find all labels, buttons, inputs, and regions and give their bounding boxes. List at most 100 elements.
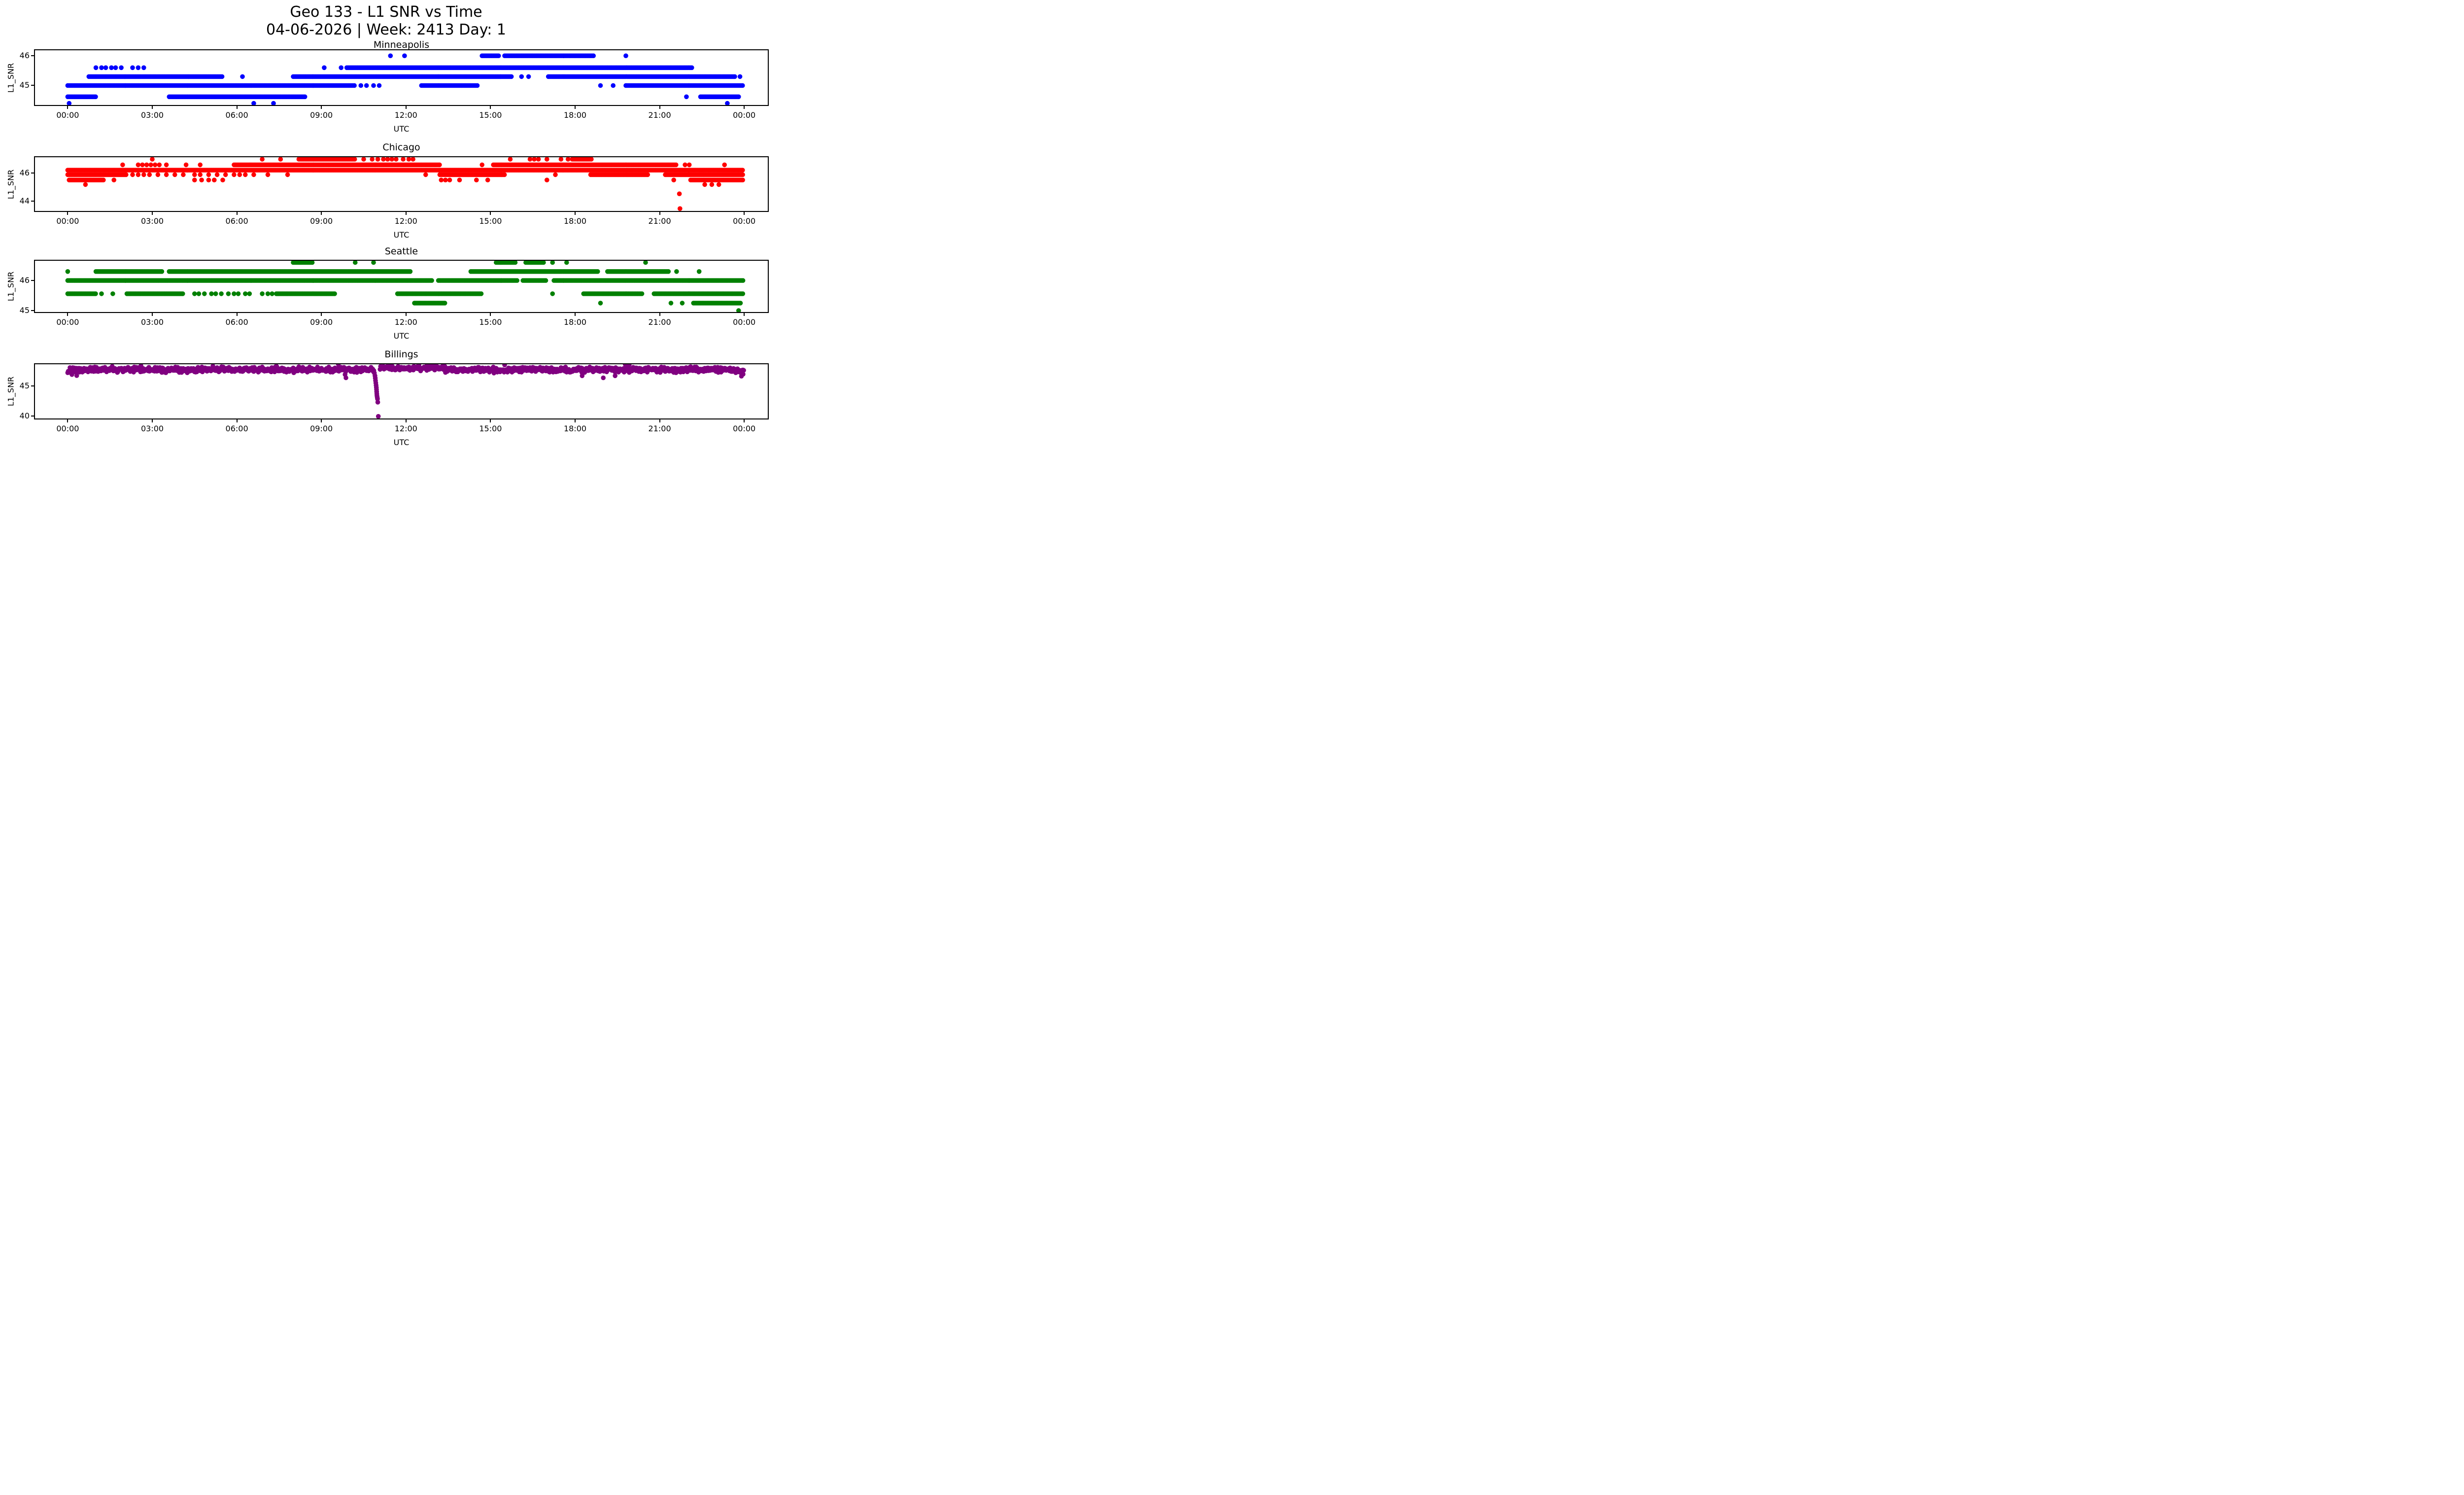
x-tick-mark: [236, 212, 238, 215]
x-tick-mark: [152, 419, 153, 422]
x-tick-mark: [236, 313, 238, 316]
x-tick-label: 12:00: [394, 216, 417, 226]
y-tick-mark: [31, 310, 34, 312]
y-tick-label: 45: [19, 381, 30, 390]
y-tick-mark: [31, 280, 34, 281]
x-tick-mark: [659, 419, 660, 422]
y-tick-mark: [31, 201, 34, 202]
x-tick-label: 06:00: [225, 424, 248, 433]
x-tick-mark: [744, 313, 745, 316]
x-tick-label: 00:00: [733, 317, 756, 327]
x-tick-label: 15:00: [479, 216, 502, 226]
x-tick-label: 03:00: [140, 317, 164, 327]
scatter-canvas-seattle: [65, 261, 746, 312]
x-tick-mark: [659, 106, 660, 109]
axes-frame: [34, 260, 769, 313]
subplot-title: Minneapolis: [373, 39, 430, 50]
x-tick-label: 12:00: [394, 110, 417, 120]
subplot-title: Seattle: [384, 246, 418, 257]
x-tick-label: 15:00: [479, 424, 502, 433]
x-tick-label: 18:00: [563, 216, 587, 226]
x-tick-label: 06:00: [225, 110, 248, 120]
x-tick-mark: [405, 212, 407, 215]
x-tick-mark: [744, 106, 745, 109]
x-tick-mark: [490, 212, 491, 215]
y-tick-mark: [31, 416, 34, 417]
y-tick-label: 46: [19, 51, 30, 61]
x-tick-mark: [405, 313, 407, 316]
x-tick-label: 21:00: [648, 110, 671, 120]
x-tick-label: 03:00: [140, 424, 164, 433]
x-tick-label: 00:00: [56, 216, 79, 226]
y-tick-label: 46: [19, 276, 30, 285]
y-tick-mark: [31, 85, 34, 86]
x-tick-mark: [67, 313, 68, 316]
x-tick-label: 18:00: [563, 317, 587, 327]
x-tick-label: 12:00: [394, 424, 417, 433]
x-tick-mark: [490, 419, 491, 422]
y-tick-label: 40: [19, 411, 30, 421]
y-tick-label: 44: [19, 196, 30, 206]
y-tick-label: 46: [19, 168, 30, 177]
x-tick-mark: [236, 106, 238, 109]
x-axis-label: UTC: [393, 438, 410, 447]
x-tick-label: 09:00: [310, 424, 333, 433]
y-tick-label: 45: [19, 306, 30, 315]
x-tick-mark: [152, 313, 153, 316]
y-tick-mark: [31, 385, 34, 386]
x-tick-label: 09:00: [310, 110, 333, 120]
x-tick-mark: [490, 106, 491, 109]
x-tick-label: 21:00: [648, 424, 671, 433]
x-tick-label: 00:00: [733, 110, 756, 120]
x-tick-mark: [321, 212, 322, 215]
x-tick-mark: [67, 106, 68, 109]
x-axis-label: UTC: [393, 331, 410, 341]
x-tick-label: 21:00: [648, 216, 671, 226]
x-tick-label: 18:00: [563, 110, 587, 120]
scatter-canvas-billings: [65, 364, 746, 418]
y-tick-label: 45: [19, 80, 30, 90]
y-tick-mark: [31, 55, 34, 57]
figure: Geo 133 - L1 SNR vs Time 04-06-2026 | We…: [0, 0, 772, 449]
x-tick-mark: [575, 212, 576, 215]
x-tick-label: 21:00: [648, 317, 671, 327]
x-tick-mark: [490, 313, 491, 316]
x-tick-mark: [575, 313, 576, 316]
scatter-canvas-minneapolis: [65, 53, 745, 105]
x-axis-label: UTC: [393, 230, 410, 240]
scatter-canvas-chicago: [65, 157, 745, 211]
x-tick-label: 00:00: [733, 216, 756, 226]
x-tick-label: 15:00: [479, 110, 502, 120]
x-tick-label: 00:00: [56, 317, 79, 327]
x-tick-label: 09:00: [310, 317, 333, 327]
x-tick-mark: [67, 212, 68, 215]
x-tick-mark: [744, 212, 745, 215]
x-tick-mark: [575, 106, 576, 109]
x-tick-label: 00:00: [56, 110, 79, 120]
subplot-title: Billings: [384, 349, 418, 360]
x-tick-label: 15:00: [479, 317, 502, 327]
x-tick-mark: [321, 313, 322, 316]
x-tick-mark: [405, 106, 407, 109]
x-tick-mark: [744, 419, 745, 422]
x-tick-label: 18:00: [563, 424, 587, 433]
subplot-title: Chicago: [382, 142, 420, 153]
x-tick-label: 06:00: [225, 317, 248, 327]
x-tick-mark: [659, 212, 660, 215]
x-tick-label: 03:00: [140, 216, 164, 226]
x-tick-mark: [236, 419, 238, 422]
x-tick-label: 00:00: [733, 424, 756, 433]
x-tick-label: 00:00: [56, 424, 79, 433]
x-tick-label: 03:00: [140, 110, 164, 120]
y-tick-mark: [31, 172, 34, 174]
x-tick-mark: [152, 212, 153, 215]
x-tick-mark: [321, 106, 322, 109]
figure-title-line2: 04-06-2026 | Week: 2413 Day: 1: [266, 21, 507, 38]
x-tick-mark: [575, 419, 576, 422]
x-tick-label: 06:00: [225, 216, 248, 226]
x-tick-mark: [405, 419, 407, 422]
x-tick-label: 12:00: [394, 317, 417, 327]
figure-title-line1: Geo 133 - L1 SNR vs Time: [290, 3, 482, 21]
x-tick-mark: [659, 313, 660, 316]
x-tick-mark: [321, 419, 322, 422]
